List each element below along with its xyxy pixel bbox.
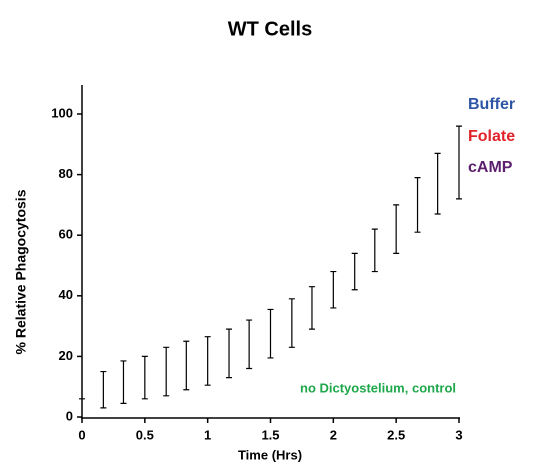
error-bar bbox=[330, 270, 337, 309]
error-bar bbox=[267, 308, 274, 359]
error-bar bbox=[141, 355, 148, 400]
chart-title: WT Cells bbox=[228, 18, 312, 40]
error-bar bbox=[288, 298, 295, 348]
error-bar bbox=[371, 228, 378, 273]
x-tick-label: 0.5 bbox=[136, 427, 154, 442]
y-tick-label: 100 bbox=[51, 105, 73, 120]
legend-label: Buffer bbox=[468, 96, 515, 113]
x-tick-label: 0 bbox=[78, 427, 85, 442]
error-bar bbox=[414, 177, 421, 233]
error-bar bbox=[351, 252, 358, 291]
legend-label: cAMP bbox=[468, 159, 513, 176]
error-bar bbox=[308, 286, 315, 330]
y-tick-label: 20 bbox=[59, 348, 73, 363]
error-bar bbox=[100, 370, 107, 409]
error-bar bbox=[183, 340, 190, 391]
error-bar bbox=[120, 360, 127, 404]
error-bar bbox=[163, 346, 170, 397]
y-axis-label: % Relative Phagocytosis bbox=[13, 189, 29, 354]
legend-label: no Dictyostelium, control bbox=[300, 380, 456, 395]
error-bar bbox=[456, 125, 462, 200]
legend-label: Folate bbox=[468, 128, 515, 145]
x-tick-label: 3 bbox=[455, 427, 462, 442]
y-tick-label: 40 bbox=[59, 287, 73, 302]
x-axis-label: Time (Hrs) bbox=[238, 447, 302, 462]
error-bar bbox=[246, 319, 253, 370]
error-bar bbox=[434, 152, 441, 215]
y-tick-label: 60 bbox=[59, 227, 73, 242]
x-tick-label: 2 bbox=[330, 427, 337, 442]
error-bar bbox=[226, 328, 233, 379]
y-tick-label: 0 bbox=[66, 408, 73, 423]
x-tick-label: 1.5 bbox=[261, 427, 279, 442]
error-bar bbox=[204, 336, 211, 386]
x-tick-label: 2.5 bbox=[387, 427, 405, 442]
y-tick-label: 80 bbox=[59, 166, 73, 181]
error-bar bbox=[393, 204, 400, 254]
x-tick-label: 1 bbox=[204, 427, 211, 442]
